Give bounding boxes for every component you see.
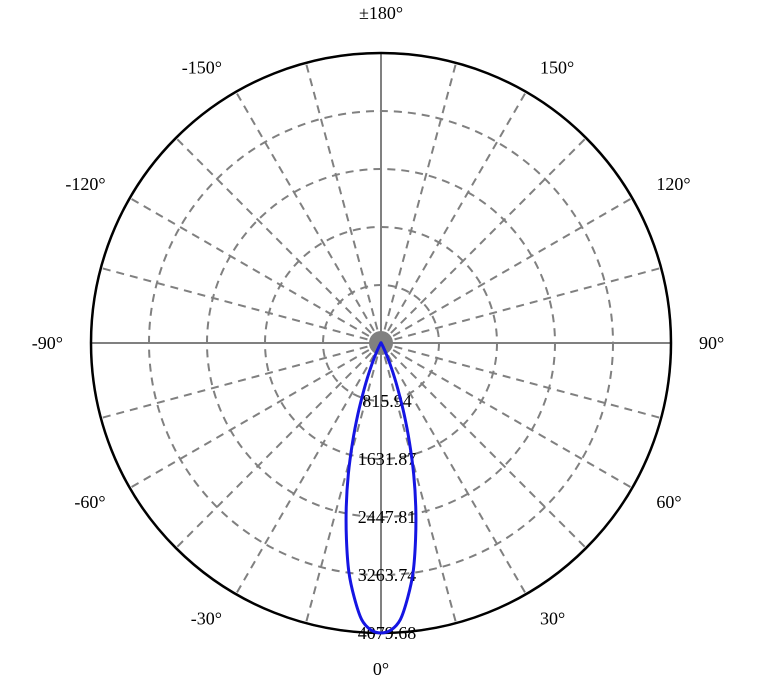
angle-label: ±180° (359, 3, 403, 23)
radial-label: 815.94 (362, 391, 412, 411)
angle-label: 90° (699, 333, 724, 353)
angle-label: 60° (656, 492, 681, 512)
angle-label: -60° (74, 492, 105, 512)
radial-label: 3263.74 (358, 565, 417, 585)
angle-label: 30° (540, 608, 565, 628)
angle-label: -120° (65, 174, 105, 194)
radial-label: 1631.87 (358, 449, 417, 469)
angle-label: 120° (656, 174, 690, 194)
angle-label: -150° (182, 58, 222, 78)
polar-svg: ±180° 150° 120° 90° 60° 30° 0° -30° -60° -90° -120… (0, 0, 763, 686)
polar-chart: ±180° 150° 120° 90° 60° 30° 0° -30° -60° -90° -120… (0, 0, 763, 686)
angle-label: 150° (540, 58, 574, 78)
angle-label: -90° (32, 333, 63, 353)
angle-label: -30° (191, 608, 222, 628)
radial-label: 2447.81 (358, 507, 417, 527)
angle-label: 0° (373, 659, 389, 679)
